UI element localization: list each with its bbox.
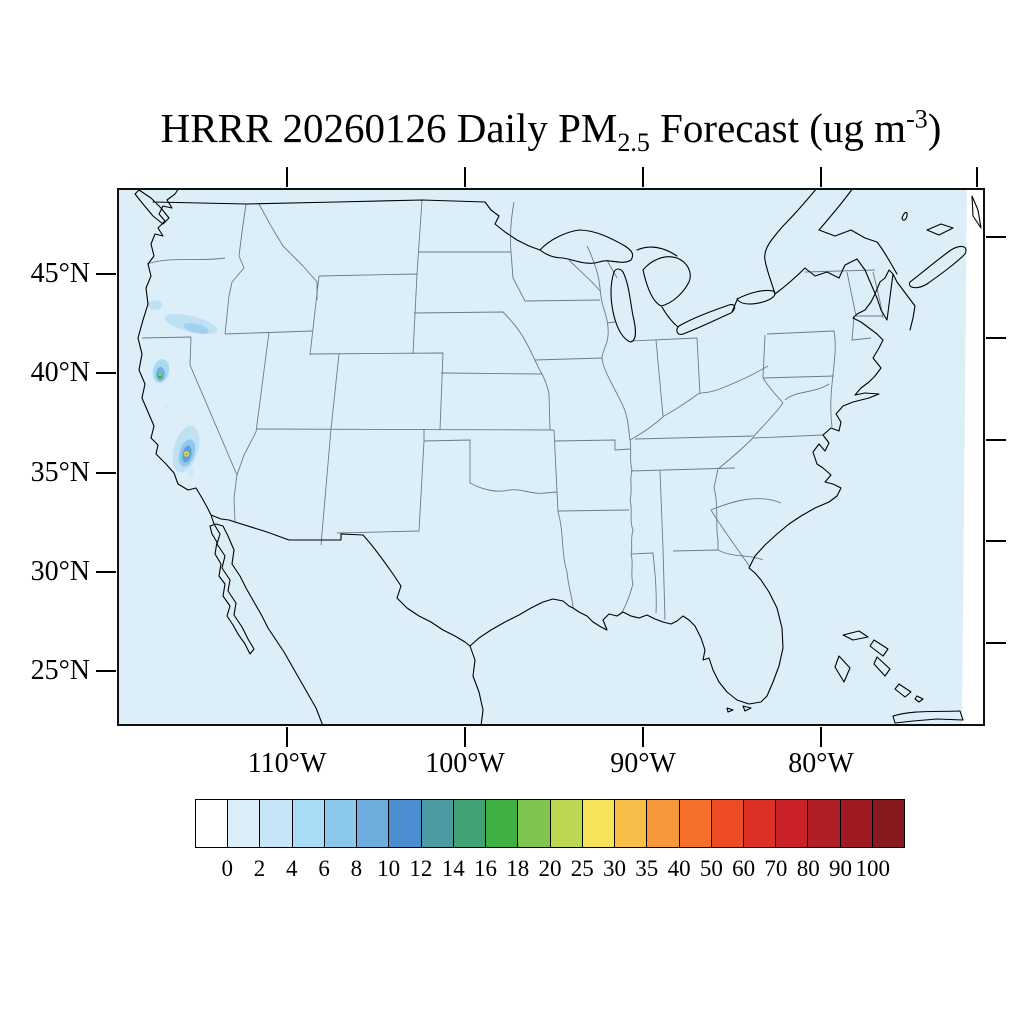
colorbar-segment [357, 800, 390, 847]
colorbar-tick-label: 40 [667, 856, 691, 881]
colorbar-segment [711, 800, 744, 847]
map-frame-border [117, 188, 985, 726]
figure-title: HRRR 20260126 Daily PM2.5 Forecast (ug m… [117, 104, 985, 156]
colorbar-tick-label: 80 [796, 856, 820, 881]
lon-tick [286, 727, 288, 747]
colorbar-segment [518, 800, 551, 847]
lon-tick [464, 167, 466, 187]
lon-tick [976, 167, 978, 187]
title-middle: Forecast (ug m [649, 105, 907, 151]
colorbar-tick-label: 25 [570, 856, 594, 881]
lat-tick [96, 670, 116, 672]
coastlines [134, 187, 982, 727]
lat-tick [96, 273, 116, 275]
colorbar-segment [196, 800, 229, 847]
colorbar: 0 2 4 6 8 10 12 14 16 18 20 25 30 35 40 50 60 70 80 90 100 [195, 799, 905, 883]
title-subscript: 2.5 [617, 128, 650, 158]
lat-tick [96, 472, 116, 474]
colorbar-segment [550, 800, 583, 847]
colorbar-tick-label: 35 [635, 856, 659, 881]
colorbar-tick-label: 18 [506, 856, 530, 881]
forecast-map [117, 187, 985, 727]
colorbar-tick-label: 8 [350, 856, 363, 881]
colorbar-tick-label: 60 [732, 856, 756, 881]
lon-label-100w: 100°W [425, 748, 505, 779]
lat-tick [96, 571, 116, 573]
colorbar-segment [324, 800, 358, 847]
colorbar-segment [453, 800, 487, 847]
colorbar-segment [389, 800, 422, 847]
colorbar-tick-label: 4 [286, 856, 298, 881]
state-borders [141, 199, 884, 621]
colorbar-segment [776, 800, 809, 847]
pm25-plumes [148, 300, 218, 478]
lon-tick [464, 727, 466, 747]
colorbar-segment [808, 800, 841, 847]
lon-label-80w: 80°W [788, 748, 854, 779]
colorbar-segment [421, 800, 454, 847]
lat-label-25n: 25°N [30, 655, 90, 686]
colorbar-tick-label: 6 [318, 856, 330, 881]
colorbar-tick-label: 20 [538, 856, 562, 881]
colorbar-segments [195, 799, 905, 848]
colorbar-segment [582, 800, 616, 847]
colorbar-tick-label: 10 [377, 856, 401, 881]
lon-label-110w: 110°W [247, 748, 327, 779]
lon-label-90w: 90°W [610, 748, 676, 779]
lat-tick [986, 642, 1006, 644]
lon-tick [642, 167, 644, 187]
plume-central-california [172, 425, 200, 478]
lon-tick [820, 167, 822, 187]
lat-label-30n: 30°N [30, 556, 90, 587]
colorbar-segment [647, 800, 680, 847]
lat-label-40n: 40°N [30, 357, 90, 388]
plume-northern-california [152, 359, 170, 383]
out-of-domain-strip [962, 188, 985, 726]
title-superscript: -3 [906, 104, 928, 134]
title-suffix: ) [927, 105, 942, 151]
map-canvas [117, 187, 985, 727]
colorbar-segment [228, 800, 261, 847]
colorbar-segment [292, 800, 325, 847]
lon-tick [820, 727, 822, 747]
lat-tick [986, 540, 1006, 542]
lat-tick [986, 236, 1006, 238]
lat-tick [986, 439, 1006, 441]
colorbar-segment [486, 800, 519, 847]
colorbar-tick-label: 100 [855, 856, 890, 881]
colorbar-tick-label: 14 [441, 856, 465, 881]
lon-tick [286, 167, 288, 187]
colorbar-tick-label: 16 [474, 856, 497, 881]
colorbar-segment [679, 800, 712, 847]
lat-tick [96, 372, 116, 374]
colorbar-segment [743, 800, 777, 847]
colorbar-segment [840, 800, 873, 847]
colorbar-tick-label: 0 [221, 856, 234, 881]
lat-tick [986, 337, 1006, 339]
colorbar-tick-label: 30 [603, 856, 626, 881]
colorbar-tick-label: 12 [409, 856, 433, 881]
colorbar-tick-label: 70 [764, 856, 788, 881]
title-prefix: HRRR 20260126 Daily PM [160, 105, 618, 151]
colorbar-tick-label: 50 [699, 856, 723, 881]
colorbar-tick-label: 90 [829, 856, 852, 881]
colorbar-segment [615, 800, 648, 847]
colorbar-tick-label: 2 [253, 856, 266, 881]
lat-label-35n: 35°N [30, 457, 90, 488]
colorbar-segment [872, 800, 905, 847]
lon-tick [642, 727, 644, 747]
colorbar-segment [260, 800, 293, 847]
lat-label-45n: 45°N [30, 258, 90, 289]
map-background [117, 188, 985, 726]
